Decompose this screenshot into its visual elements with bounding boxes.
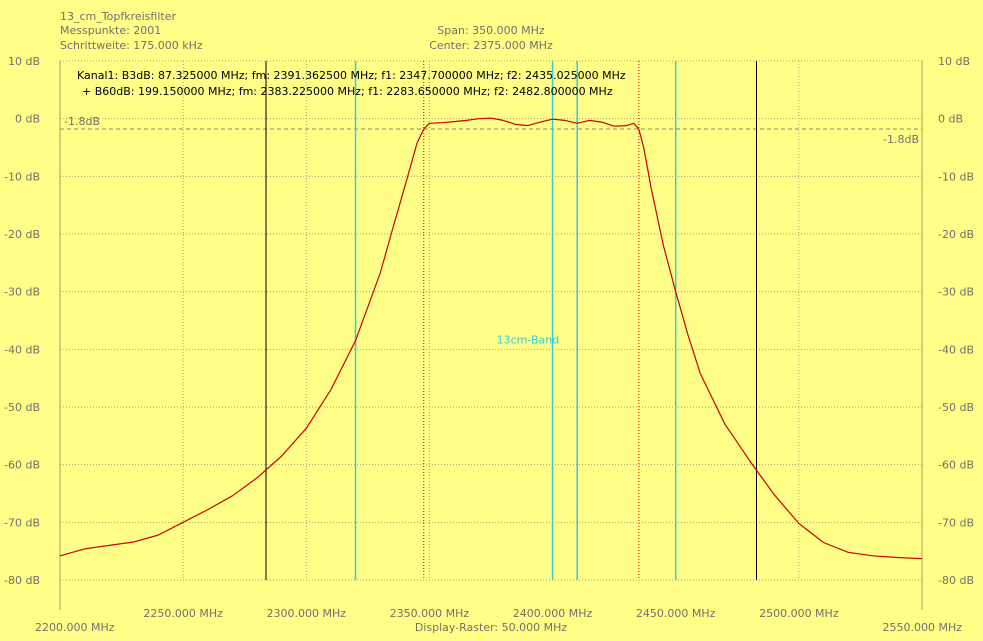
- y-tick-label-left: -70 dB: [4, 516, 40, 529]
- x-tick-label: 2200.000 MHz: [35, 621, 115, 634]
- messpunkte-label: Messpunkte: 2001: [60, 24, 161, 37]
- y-tick-label-left: -20 dB: [4, 228, 40, 241]
- chart-title: 13_cm_Topfkreisfilter: [60, 10, 176, 23]
- y-tick-label-right: -60 dB: [938, 459, 974, 472]
- y-tick-label-right: -80 dB: [938, 574, 974, 587]
- x-tick-label: 2500.000 MHz: [759, 607, 839, 620]
- y-tick-label-left: 0 dB: [15, 113, 40, 126]
- b60db-info: + B60dB: 199.150000 MHz; fm: 2383.225000…: [82, 85, 613, 98]
- y-tick-label-right: -10 dB: [938, 170, 974, 183]
- band-label: 13cm-Band: [497, 334, 560, 347]
- y-tick-label-left: -60 dB: [4, 459, 40, 472]
- x-tick-label: 2350.000 MHz: [390, 607, 470, 620]
- y-tick-label-right: 10 dB: [938, 55, 970, 68]
- y-tick-label-right: -20 dB: [938, 228, 974, 241]
- display-raster-label: Display-Raster: 50.000 MHz: [415, 621, 568, 634]
- y-tick-label-right: 0 dB: [938, 113, 963, 126]
- y-tick-label-left: -10 dB: [4, 170, 40, 183]
- y-tick-label-right: -70 dB: [938, 516, 974, 529]
- reference-level-label-right: -1.8dB: [883, 133, 919, 146]
- x-tick-label: 2400.000 MHz: [513, 607, 593, 620]
- y-tick-label-right: -50 dB: [938, 401, 974, 414]
- x-tick-label: 2300.000 MHz: [267, 607, 347, 620]
- filter-response-trace: [59, 117, 923, 560]
- y-tick-label-right: -30 dB: [938, 286, 974, 299]
- y-tick-label-right: -40 dB: [938, 343, 974, 356]
- y-tick-label-left: -80 dB: [4, 574, 40, 587]
- schrittweite-label: Schrittweite: 175.000 kHz: [60, 39, 203, 52]
- reference-level-label-left: -1.8dB: [64, 115, 100, 128]
- x-tick-label: 2250.000 MHz: [143, 607, 223, 620]
- y-tick-label-left: -40 dB: [4, 343, 40, 356]
- x-tick-label: 2450.000 MHz: [636, 607, 716, 620]
- y-tick-label-left: -30 dB: [4, 286, 40, 299]
- center-label: Center: 2375.000 MHz: [429, 39, 553, 52]
- span-label: Span: 350.000 MHz: [437, 24, 545, 37]
- y-tick-label-left: 10 dB: [8, 55, 40, 68]
- b3db-info: Kanal1: B3dB: 87.325000 MHz; fm: 2391.36…: [77, 69, 626, 82]
- x-tick-label: 2550.000 MHz: [882, 621, 962, 634]
- y-tick-label-left: -50 dB: [4, 401, 40, 414]
